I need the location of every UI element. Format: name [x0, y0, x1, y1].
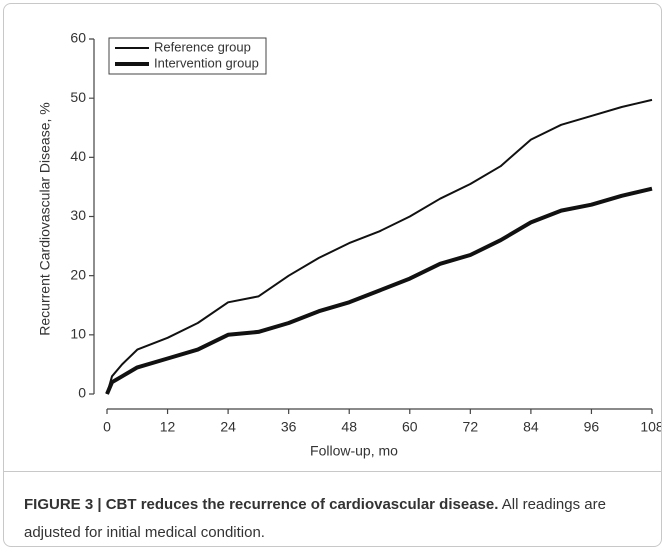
y-tick-label: 50	[70, 89, 86, 105]
y-tick-label: 60	[70, 30, 86, 46]
y-tick-label: 0	[78, 385, 86, 401]
series-line	[106, 98, 653, 395]
y-tick-label: 40	[70, 148, 86, 164]
y-axis-label: Recurrent Cardiovascular Disease, %	[37, 102, 53, 335]
legend-label: Reference group	[154, 39, 251, 54]
caption-text: All readings are adjusted for initial me…	[24, 496, 606, 541]
legend-label: Intervention group	[154, 55, 259, 70]
chart: Recurrent Cardiovascular Disease, % Foll…	[37, 30, 662, 459]
x-tick-label: 84	[523, 419, 539, 435]
caption: FIGURE 3 | CBT reduces the recurrence of…	[24, 491, 644, 546]
figure: Recurrent Cardiovascular Disease, % Foll…	[3, 3, 662, 547]
y-tick-label: 20	[70, 266, 86, 282]
x-tick-label: 36	[281, 419, 297, 435]
x-tick-label: 12	[160, 419, 176, 435]
y-tick-label: 10	[70, 326, 86, 342]
x-tick-label: 72	[463, 419, 479, 435]
x-tick-label: 48	[341, 419, 357, 435]
separator	[4, 471, 661, 472]
x-tick-label: 60	[402, 419, 418, 435]
x-tick-label: 108	[640, 419, 662, 435]
series-line	[105, 186, 653, 395]
legend-box	[108, 37, 267, 75]
x-tick-label: 96	[584, 419, 600, 435]
caption-label: FIGURE 3 | CBT reduces the recurrence of…	[24, 496, 499, 513]
x-tick-label: 0	[103, 419, 111, 435]
x-tick-label: 24	[220, 419, 236, 435]
x-axis-label: Follow-up, mo	[310, 443, 398, 459]
y-tick-label: 30	[70, 207, 86, 223]
